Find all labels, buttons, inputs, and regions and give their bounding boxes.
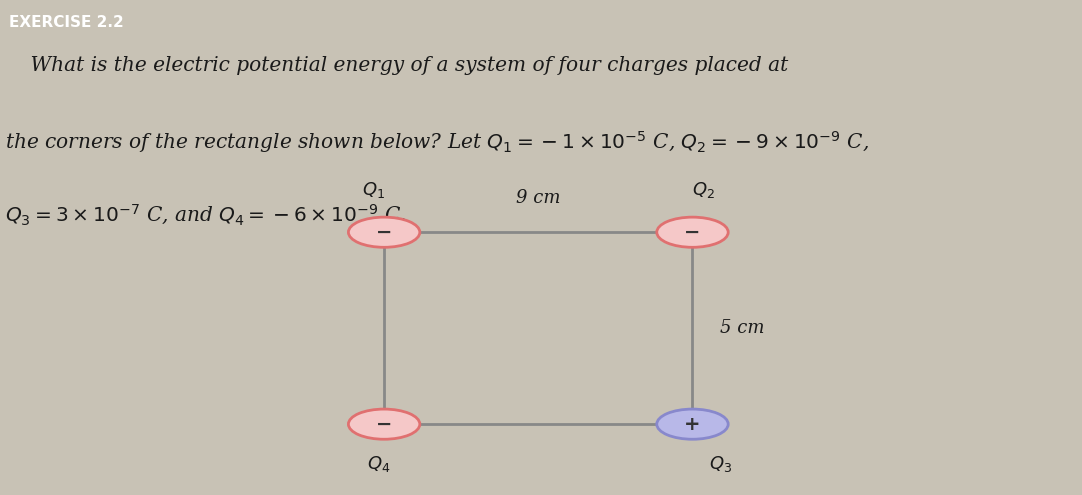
- Circle shape: [348, 409, 420, 439]
- Circle shape: [348, 217, 420, 248]
- Circle shape: [657, 217, 728, 248]
- Text: $Q_3 = 3 \times 10^{-7}$ C, and $Q_4 = -6 \times 10^{-9}$ C.: $Q_3 = 3 \times 10^{-7}$ C, and $Q_4 = -…: [5, 202, 407, 227]
- Text: −: −: [684, 223, 701, 242]
- Text: $Q_4$: $Q_4$: [367, 454, 391, 474]
- Circle shape: [657, 409, 728, 439]
- Text: 9 cm: 9 cm: [516, 189, 560, 207]
- Text: $Q_1$: $Q_1$: [361, 180, 385, 200]
- Text: EXERCISE 2.2: EXERCISE 2.2: [9, 14, 123, 30]
- Text: 5 cm: 5 cm: [720, 319, 764, 337]
- Text: −: −: [375, 415, 393, 434]
- Text: the corners of the rectangle shown below? Let $Q_1 = -1 \times 10^{-5}$ C, $Q_2 : the corners of the rectangle shown below…: [5, 129, 870, 155]
- Bar: [384, 232, 692, 424]
- Text: $Q_2$: $Q_2$: [691, 180, 715, 200]
- Text: $Q_3$: $Q_3$: [709, 454, 731, 474]
- Text: What is the electric potential energy of a system of four charges placed at: What is the electric potential energy of…: [5, 56, 789, 75]
- Text: +: +: [684, 415, 701, 434]
- Text: −: −: [375, 223, 393, 242]
